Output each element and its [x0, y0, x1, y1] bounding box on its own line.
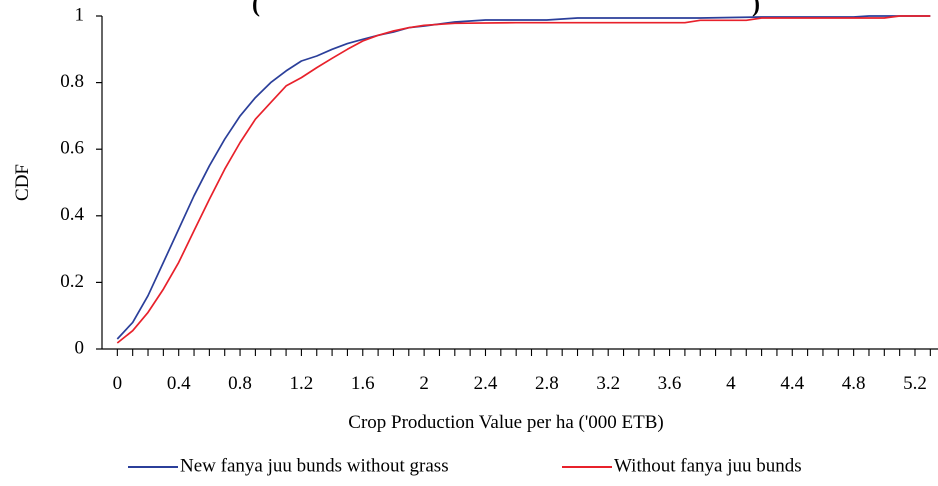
series-line-2: [116, 15, 931, 344]
x-tick-label: 0.8: [228, 373, 252, 394]
y-tick-label: 0.2: [60, 271, 84, 292]
series-line-1: [116, 15, 931, 340]
legend-label-2: Without fanya juu bunds: [614, 455, 802, 476]
series-lines: [116, 15, 931, 344]
y-tick-label: 1: [75, 4, 85, 25]
x-tick-label: 1.6: [351, 373, 375, 394]
chart-title-fragment-left: (: [252, 0, 260, 18]
x-tick-label: 4.4: [780, 373, 804, 394]
axes: [101, 16, 938, 350]
x-tick-label: 2: [419, 373, 429, 394]
y-tick-label: 0.4: [60, 204, 84, 225]
x-tick-label: 5.2: [903, 373, 927, 394]
x-tick-label: 2.4: [474, 373, 498, 394]
x-tick-label: 1.2: [290, 373, 314, 394]
x-tick-label: 3.6: [658, 373, 682, 394]
chart-title: ( ): [252, 0, 760, 18]
x-tick-label: 0.4: [167, 373, 191, 394]
chart-title-fragment-right: ): [752, 0, 760, 18]
y-tick-label: 0.6: [60, 138, 84, 159]
legend-label-1: New fanya juu bunds without grass: [180, 455, 449, 476]
y-tick-label: 0: [75, 337, 85, 358]
x-tick-label: 4.8: [842, 373, 866, 394]
y-tick-label: 0.8: [60, 71, 84, 92]
x-axis-title: Crop Production Value per ha ('000 ETB): [348, 412, 663, 433]
y-axis-title: CDF: [12, 164, 33, 201]
ticks: 0 0.2 0.4 0.6 0.8 1 0 0.4 0.8 1.2 1.6 2 2.4 2.8 3.2 3.6…: [60, 4, 931, 394]
x-tick-label: 4: [726, 373, 736, 394]
legend: New fanya juu bunds without grass Without…: [128, 455, 802, 476]
x-tick-label: 3.2: [596, 373, 620, 394]
x-tick-label: 0: [113, 373, 123, 394]
x-tick-label: 2.8: [535, 373, 559, 394]
